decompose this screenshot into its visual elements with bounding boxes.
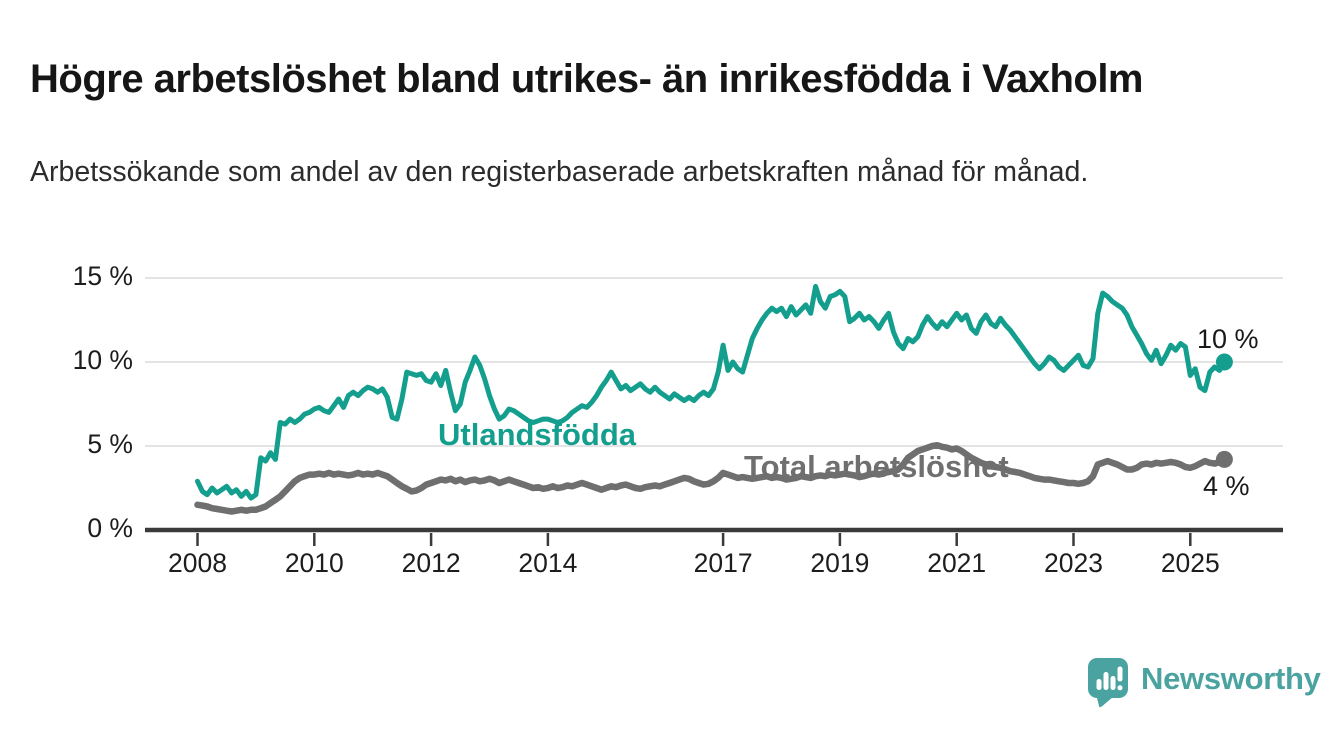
newsworthy-chart-bubble-icon — [1085, 656, 1131, 713]
series-label-utlandsfodda: Utlandsfödda — [438, 417, 637, 452]
x-axis-tick-label: 2014 — [518, 548, 578, 578]
x-axis-tick-label: 2017 — [693, 548, 753, 578]
page-title: Högre arbetslöshet bland utrikes- än inr… — [30, 56, 1144, 101]
end-value-label-total: 4 % — [1203, 471, 1250, 501]
x-axis-tick-label: 2012 — [401, 548, 461, 578]
newsworthy-logo[interactable]: Newsworthy — [1085, 656, 1321, 708]
x-axis-tick-label: 2019 — [810, 548, 870, 578]
x-axis-tick-label: 2010 — [284, 548, 344, 578]
x-axis-tick-label: 2025 — [1160, 548, 1220, 578]
y-axis-tick-label: 0 % — [87, 513, 133, 543]
newsworthy-logo-text: Newsworthy — [1141, 661, 1321, 696]
y-axis-tick-label: 5 % — [87, 429, 133, 459]
page-subtitle: Arbetssökande som andel av den registerb… — [30, 155, 1089, 188]
x-axis-tick-label: 2021 — [927, 548, 987, 578]
series-label-total-arbetsloshet: Total arbetslöshet — [744, 449, 1009, 484]
y-axis-tick-label: 15 % — [72, 261, 133, 291]
end-value-label-utlandsfodda: 10 % — [1197, 324, 1259, 354]
y-axis-tick-label: 10 % — [72, 345, 133, 375]
x-axis-tick-label: 2023 — [1044, 548, 1103, 578]
x-axis-tick-label: 2008 — [168, 548, 227, 578]
